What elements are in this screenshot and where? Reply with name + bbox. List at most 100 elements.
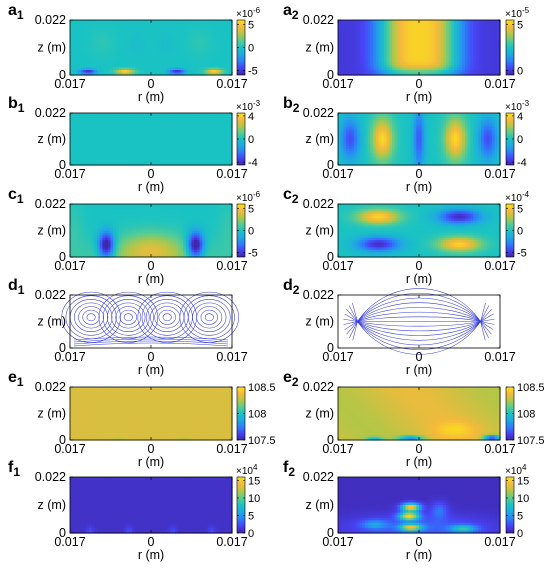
heatmap-cell xyxy=(386,50,390,54)
heatmap-cell xyxy=(124,42,128,46)
heatmap-cell xyxy=(467,40,471,44)
heatmap-cell xyxy=(351,32,355,36)
heatmap-cell xyxy=(88,60,93,64)
heatmap-cell xyxy=(362,65,366,69)
heatmap-cell xyxy=(338,72,342,76)
heatmap-cell xyxy=(454,55,458,59)
heatmap-cell xyxy=(80,67,85,71)
heatmap-cell xyxy=(124,146,128,150)
heatmap-cell xyxy=(78,35,82,39)
heatmap-cell xyxy=(489,35,493,39)
heatmap-cell xyxy=(124,143,128,147)
heatmap-cell xyxy=(88,120,93,124)
heatmap-cell xyxy=(421,27,425,31)
heatmap-cell xyxy=(137,22,141,26)
heatmap-cell xyxy=(221,60,225,64)
heatmap-cell xyxy=(80,113,85,116)
heatmap-cell xyxy=(427,72,431,76)
heatmap-cell xyxy=(437,37,442,41)
heatmap-cell xyxy=(110,115,114,119)
heatmap-cell xyxy=(448,47,452,51)
heatmap-cell xyxy=(115,25,120,29)
heatmap-cell xyxy=(481,45,485,49)
heatmap-cell xyxy=(107,127,112,131)
heatmap-cell xyxy=(102,129,106,133)
heatmap-cell xyxy=(78,129,82,133)
heatmap-cell xyxy=(124,47,128,51)
heatmap-cell xyxy=(478,72,482,76)
heatmap-cell xyxy=(226,50,230,54)
heatmap-cell xyxy=(199,47,203,51)
heatmap-cell xyxy=(365,60,369,64)
heatmap-cell xyxy=(416,37,420,41)
heatmap-cell xyxy=(99,124,103,128)
heatmap-cell xyxy=(134,20,139,24)
heatmap-cell xyxy=(365,52,369,56)
heatmap-cell xyxy=(223,67,228,71)
heatmap-cell xyxy=(99,129,103,133)
heatmap-cell xyxy=(462,37,466,41)
heatmap-cell xyxy=(148,27,152,31)
heatmap-cell xyxy=(113,27,117,31)
heatmap-cell xyxy=(470,50,474,54)
heatmap-cell xyxy=(151,32,155,36)
heatmap-cell xyxy=(78,25,82,29)
heatmap-cell xyxy=(213,40,217,44)
heatmap-cell xyxy=(113,25,117,29)
heatmap-cell xyxy=(400,35,404,39)
heatmap-cell xyxy=(494,30,498,34)
heatmap-cell xyxy=(121,139,125,142)
heatmap-cell xyxy=(129,37,133,41)
heatmap-cell xyxy=(424,42,428,46)
heatmap-cell xyxy=(218,37,222,41)
heatmap-cell xyxy=(113,55,117,59)
heatmap-cell xyxy=(226,60,230,64)
heatmap-cell xyxy=(497,25,501,29)
heatmap-cell xyxy=(381,22,385,26)
heatmap-cell xyxy=(132,57,136,61)
heatmap-cell xyxy=(137,50,141,54)
heatmap-cell xyxy=(113,115,117,119)
heatmap-cell xyxy=(207,37,211,41)
heatmap-cell xyxy=(478,52,482,56)
heatmap-cell xyxy=(169,22,174,26)
heatmap-cell xyxy=(483,50,488,54)
heatmap-cell xyxy=(373,57,377,61)
heatmap-cell xyxy=(448,27,452,31)
heatmap-cell xyxy=(356,50,361,54)
heatmap-cell xyxy=(459,35,463,39)
heatmap-cell xyxy=(446,30,450,34)
heatmap-cell xyxy=(218,50,222,54)
heatmap-cell xyxy=(365,67,369,71)
heatmap-cell xyxy=(196,40,201,44)
heatmap-cell xyxy=(110,120,114,124)
heatmap-cell xyxy=(156,55,160,59)
heatmap-cell xyxy=(462,52,466,56)
heatmap-cell xyxy=(132,37,136,41)
heatmap-cell xyxy=(207,57,211,61)
heatmap-cell xyxy=(489,47,493,51)
heatmap-cell xyxy=(405,62,409,66)
heatmap-cell xyxy=(88,115,93,119)
heatmap-cell xyxy=(421,60,425,64)
heatmap-cell xyxy=(80,150,85,154)
heatmap-cell xyxy=(121,35,125,39)
heatmap-cell xyxy=(169,57,174,61)
heatmap-cell xyxy=(475,67,479,71)
heatmap-cell xyxy=(115,155,120,159)
heatmap-cell xyxy=(99,25,103,29)
heatmap-cell xyxy=(142,70,147,74)
heatmap-cell xyxy=(432,35,436,39)
heatmap-cell xyxy=(70,148,74,152)
heatmap-cell xyxy=(410,70,415,74)
heatmap-cell xyxy=(105,60,109,64)
heatmap-cell xyxy=(367,47,371,51)
heatmap-cell xyxy=(210,22,214,26)
heatmap-cell xyxy=(72,148,76,152)
heatmap-cell xyxy=(475,22,479,26)
heatmap-cell xyxy=(78,134,82,138)
heatmap-cell xyxy=(88,45,93,49)
heatmap-cell xyxy=(105,162,109,166)
heatmap-cell xyxy=(83,153,87,157)
heatmap-cell xyxy=(419,47,423,51)
